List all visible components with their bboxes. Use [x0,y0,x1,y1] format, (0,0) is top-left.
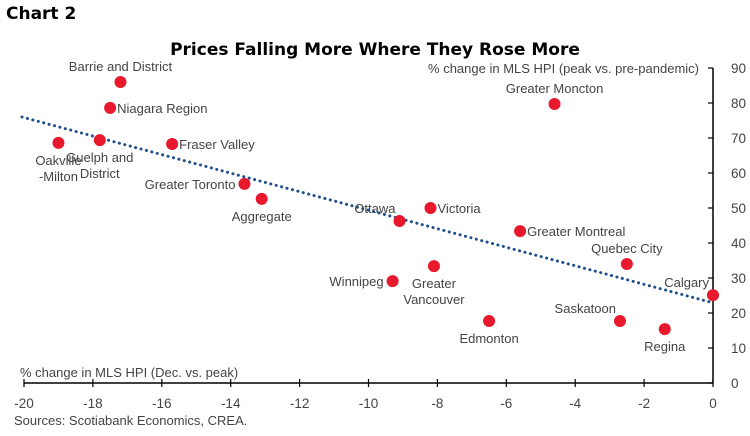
point-label: Fraser Valley [179,137,255,152]
point-label-line: Greater [412,276,457,291]
data-point [52,136,65,149]
chart-number: Chart 2 [6,4,77,24]
point-label-line: -Milton [39,169,78,184]
y-tick-label: 20 [731,306,746,321]
point-label: Aggregate [232,209,292,224]
point-label-line: Niagara Region [117,101,207,116]
data-point [514,225,527,238]
data-point [393,214,406,227]
y-tick-label: 60 [731,166,746,181]
point-label-line: Barrie and District [69,59,173,74]
data-point [658,323,671,336]
y-axis-title: % change in MLS HPI (peak vs. pre-pandem… [428,61,699,76]
x-tick-label: -8 [431,396,443,411]
point-label: Victoria [438,201,482,216]
x-tick-label: -2 [638,396,650,411]
y-tick-label: 90 [731,61,746,76]
x-tick-label: -20 [14,396,34,411]
point-label: Winnipeg [329,274,383,289]
point-label-line: Quebec City [591,241,663,256]
point-label: Oakville -Milton [35,153,81,184]
x-tick-label: -6 [500,396,512,411]
data-point [166,137,179,150]
point-label-line: Fraser Valley [179,137,255,152]
point-label-line: Regina [644,339,686,354]
x-tick-label: -12 [290,396,310,411]
data-point [386,275,399,288]
x-tick-label: -16 [152,396,172,411]
point-label: Quebec City [591,241,663,256]
point-label: Saskatoon [555,301,616,316]
point-label-line: Oakville [35,153,81,168]
point-label: Ottawa [354,201,396,216]
point-label-line: Ottawa [354,201,396,216]
x-tick-label: -4 [569,396,581,411]
y-tick-label: 80 [731,96,746,111]
data-point [707,289,719,302]
point-label: Calgary [664,275,709,290]
x-axis-title: % change in MLS HPI (Dec. vs. peak) [20,365,238,380]
point-label: Greater Vancouver [403,276,465,307]
point-label-line: Guelph and [66,150,133,165]
trend-line [20,115,715,305]
point-label-line: Edmonton [459,331,518,346]
data-point [104,101,117,114]
point-label-line: Calgary [664,275,709,290]
y-tick-label: 10 [731,341,746,356]
data-point [548,98,561,111]
point-label: Guelph and District [66,150,133,181]
chart-title: Prices Falling More Where They Rose More [170,40,580,60]
point-label: Regina [644,339,686,354]
x-tick-label: -18 [83,396,103,411]
point-label: Greater Toronto [145,177,236,192]
point-label-line: Saskatoon [555,301,616,316]
data-point [620,258,633,270]
source-note: Sources: Scotiabank Economics, CREA. [14,413,248,428]
point-label-line: District [80,166,120,181]
y-tick-label: 0 [731,376,739,391]
data-point [93,134,106,147]
data-point [613,315,626,328]
point-label: Barrie and District [69,59,173,74]
point-label-line: Greater Montreal [527,224,625,239]
point-label-line: Vancouver [403,292,465,307]
data-point [238,177,251,190]
point-label: Greater Moncton [506,81,604,96]
point-label-line: Victoria [438,201,482,216]
y-tick-label: 40 [731,236,746,251]
x-tick-label: -10 [359,396,379,411]
x-tick-label: 0 [709,396,717,411]
data-point [424,202,437,214]
point-label-line: Greater Toronto [145,177,236,192]
y-tick-label: 50 [731,201,746,216]
x-tick-label: -14 [221,396,241,411]
point-label-line: Greater Moncton [506,81,604,96]
y-tick-label: 30 [731,271,746,286]
y-tick-label: 70 [731,131,746,146]
data-point [255,192,268,205]
data-point [427,260,440,273]
point-label: Niagara Region [117,101,207,116]
point-label-line: Winnipeg [329,274,383,289]
point-label: Greater Montreal [527,224,625,239]
data-point [483,315,496,328]
point-label-line: Aggregate [232,209,292,224]
point-label: Edmonton [459,331,518,346]
data-point [114,76,127,88]
